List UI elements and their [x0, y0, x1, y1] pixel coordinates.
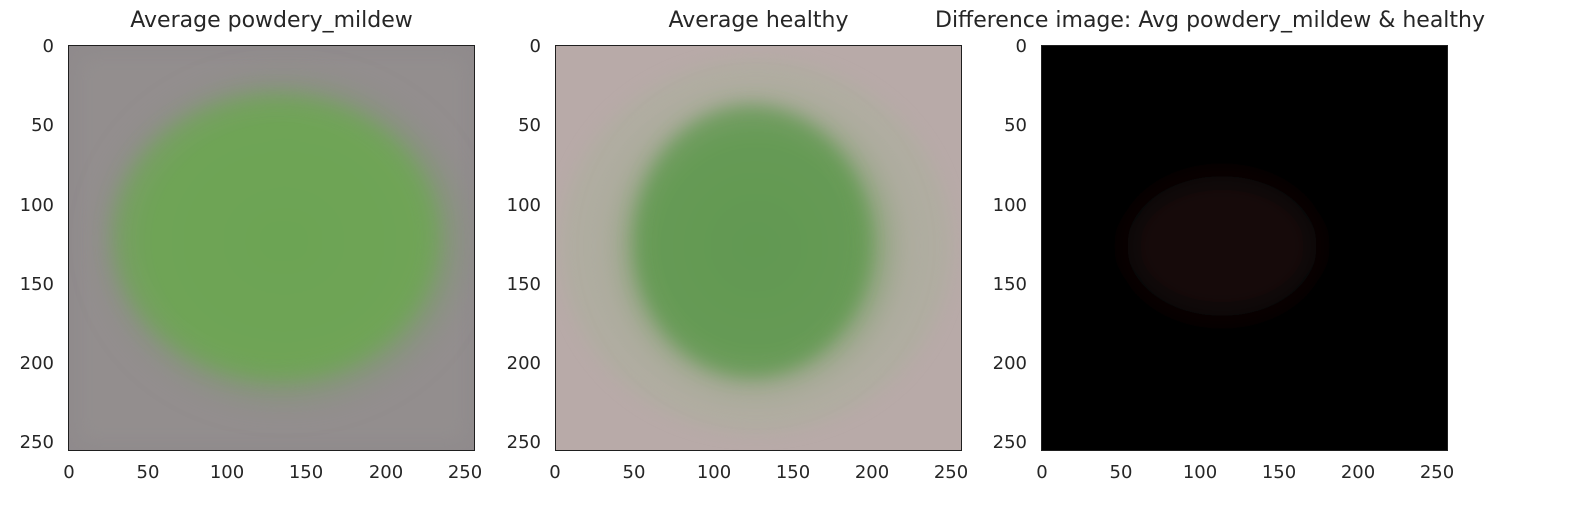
p2-ytick-100: 100: [506, 195, 541, 216]
p3-ytick-250: 250: [992, 432, 1027, 453]
p3-xtick-0: 0: [1036, 462, 1048, 483]
p2-xtick-100: 100: [696, 462, 732, 483]
p3-xtick-250: 250: [1419, 462, 1455, 483]
panel-1-title: Average powdery_mildew: [130, 8, 413, 33]
p2-ytick-0: 0: [529, 36, 541, 57]
panel-3-image: [1041, 45, 1448, 451]
p1-ytick-50: 50: [31, 115, 54, 136]
p1-xtick-50: 50: [136, 462, 160, 483]
p2-xtick-50: 50: [622, 462, 646, 483]
difference-image: [1042, 46, 1447, 450]
p3-ytick-200: 200: [992, 353, 1027, 374]
p2-ytick-50: 50: [518, 115, 541, 136]
p3-ytick-150: 150: [992, 274, 1027, 295]
p1-xtick-200: 200: [368, 462, 404, 483]
healthy-average-image: [556, 46, 961, 450]
p2-ytick-150: 150: [506, 274, 541, 295]
p3-xtick-100: 100: [1182, 462, 1218, 483]
p2-xtick-150: 150: [775, 462, 811, 483]
panel-3-title: Difference image: Avg powdery_mildew & h…: [935, 8, 1486, 33]
p3-xtick-50: 50: [1109, 462, 1133, 483]
p1-ytick-250: 250: [19, 432, 54, 453]
p1-xtick-150: 150: [288, 462, 324, 483]
p3-ytick-100: 100: [992, 195, 1027, 216]
panel-2-title: Average healthy: [668, 8, 849, 33]
panel-2-image: [555, 45, 962, 451]
panel-1-image: [68, 45, 475, 451]
p1-xtick-250: 250: [447, 462, 483, 483]
p2-xtick-0: 0: [549, 462, 561, 483]
p1-ytick-100: 100: [19, 195, 54, 216]
p2-ytick-250: 250: [506, 432, 541, 453]
p2-xtick-250: 250: [933, 462, 969, 483]
p3-xtick-200: 200: [1340, 462, 1376, 483]
p3-xtick-150: 150: [1261, 462, 1297, 483]
p3-ytick-0: 0: [1015, 36, 1027, 57]
p2-ytick-200: 200: [506, 353, 541, 374]
p1-ytick-150: 150: [19, 274, 54, 295]
p3-ytick-50: 50: [1004, 115, 1027, 136]
p2-xtick-200: 200: [854, 462, 890, 483]
mildew-average-image: [69, 46, 474, 450]
p1-xtick-0: 0: [63, 462, 75, 483]
p1-xtick-100: 100: [209, 462, 245, 483]
p1-ytick-0: 0: [42, 36, 54, 57]
p1-ytick-200: 200: [19, 353, 54, 374]
